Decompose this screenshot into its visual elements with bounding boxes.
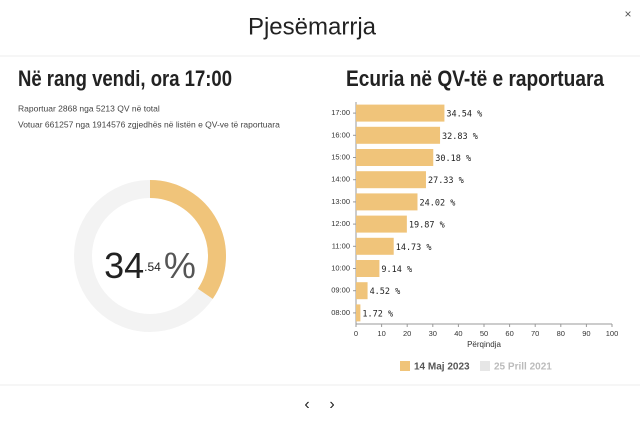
y-tick-label: 11:00 — [332, 241, 350, 250]
legend-swatch — [480, 361, 490, 371]
y-tick-label: 08:00 — [331, 308, 350, 317]
chart-title: Ecuria në QV-të e raportuara — [346, 66, 605, 91]
x-tick-label: 30 — [429, 329, 437, 338]
data-label: 4.52 % — [370, 287, 401, 297]
bar — [356, 260, 380, 277]
y-tick-label: 09:00 — [331, 286, 350, 295]
bar — [356, 282, 368, 300]
close-button[interactable]: × — [624, 7, 631, 21]
legend-label[interactable]: 14 Maj 2023 — [414, 362, 470, 373]
summary-line: Votuar 661257 nga 1914576 zgjedhës në li… — [18, 119, 280, 129]
y-tick-label: 15:00 — [331, 152, 350, 161]
x-tick-label: 100 — [606, 329, 619, 338]
bar — [356, 104, 445, 122]
x-tick-label: 90 — [582, 329, 590, 338]
data-label: 27.33 % — [428, 176, 464, 186]
x-tick-label: 60 — [505, 329, 513, 338]
x-tick-label: 40 — [454, 329, 462, 338]
x-tick-label: 10 — [377, 329, 385, 338]
next-button[interactable]: › — [329, 396, 334, 413]
y-tick-label: 10:00 — [331, 263, 350, 272]
data-label: 32.83 % — [442, 132, 478, 142]
y-tick-label: 17:00 — [331, 108, 350, 117]
donut-label: 34.54% — [104, 245, 196, 286]
bar — [356, 126, 441, 144]
donut-unit: % — [164, 245, 196, 286]
modal-title: Pjesëmarrja — [248, 13, 377, 40]
bar — [356, 149, 434, 166]
donut-integer: 34 — [104, 245, 144, 286]
data-label: 9.14 % — [381, 265, 412, 275]
y-tick-label: 13:00 — [331, 197, 350, 206]
legend-label[interactable]: 25 Prill 2021 — [494, 362, 552, 373]
bar — [356, 171, 426, 189]
donut-decimal: .54 — [144, 260, 161, 274]
data-label: 1.72 % — [362, 309, 393, 319]
legend-swatch — [400, 361, 410, 371]
donut-arc — [149, 180, 226, 299]
bar — [356, 215, 407, 233]
data-label: 14.73 % — [396, 243, 432, 253]
bar — [356, 193, 418, 211]
summary-title: Në rang vendi, ora 17:00 — [18, 66, 232, 91]
x-tick-label: 70 — [531, 329, 539, 338]
data-label: 24.02 % — [419, 198, 455, 208]
summary-line: Raportuar 2868 nga 5213 QV në total — [18, 103, 160, 113]
x-axis-label: Përqindja — [467, 340, 501, 349]
data-label: 30.18 % — [435, 154, 471, 164]
y-tick-label: 16:00 — [331, 130, 350, 139]
prev-button[interactable]: ‹ — [304, 396, 309, 413]
x-tick-label: 0 — [354, 329, 358, 338]
x-tick-label: 80 — [557, 329, 565, 338]
x-tick-label: 20 — [403, 329, 411, 338]
bar — [356, 237, 394, 255]
x-tick-label: 50 — [480, 329, 488, 338]
bar — [356, 304, 361, 322]
y-tick-label: 14:00 — [331, 175, 350, 184]
data-label: 34.54 % — [446, 110, 482, 120]
data-label: 19.87 % — [409, 221, 445, 231]
y-tick-label: 12:00 — [331, 219, 350, 228]
